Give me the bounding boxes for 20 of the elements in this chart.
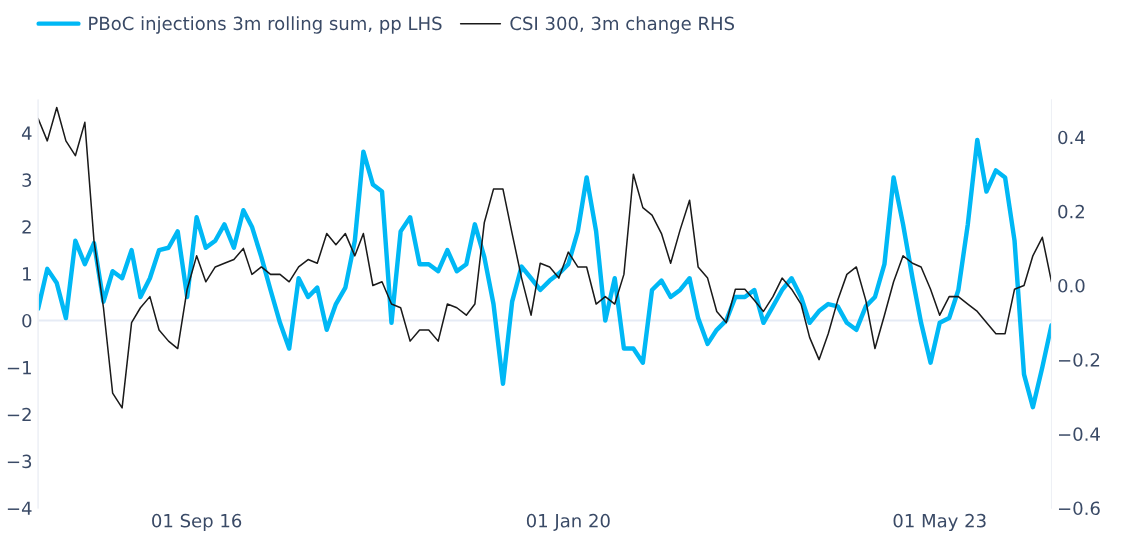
y-tick-label: −1 bbox=[7, 361, 31, 375]
y2-tick-label: 0.2 bbox=[1058, 204, 1084, 219]
legend-label: CSI 300, 3m change RHS bbox=[510, 16, 735, 34]
y-tick-label: 4 bbox=[21, 126, 32, 140]
x-tick-label: 01 Jan 20 bbox=[526, 513, 610, 531]
y-tick-label: 2 bbox=[22, 220, 31, 234]
y-tick-label: −2 bbox=[7, 407, 31, 422]
y-tick-label: 1 bbox=[23, 267, 31, 281]
y-tick-label: −4 bbox=[7, 501, 32, 515]
x-tick-label: 01 May 23 bbox=[893, 513, 986, 532]
legend-label: PBoC injections 3m rolling sum, pp LHS bbox=[89, 16, 442, 34]
y-tick-label: 0 bbox=[22, 313, 32, 328]
x-tick-label: 01 Sep 16 bbox=[152, 513, 242, 532]
y2-tick-label: −0.2 bbox=[1058, 353, 1100, 367]
y2-tick-label: −0.4 bbox=[1058, 427, 1100, 441]
y2-tick-label: 0.0 bbox=[1058, 278, 1085, 293]
y-tick-label: −3 bbox=[7, 454, 32, 469]
y2-tick-label: −0.6 bbox=[1058, 501, 1100, 516]
y2-tick-label: 0.4 bbox=[1058, 130, 1085, 145]
y-tick-label: 3 bbox=[22, 173, 32, 187]
